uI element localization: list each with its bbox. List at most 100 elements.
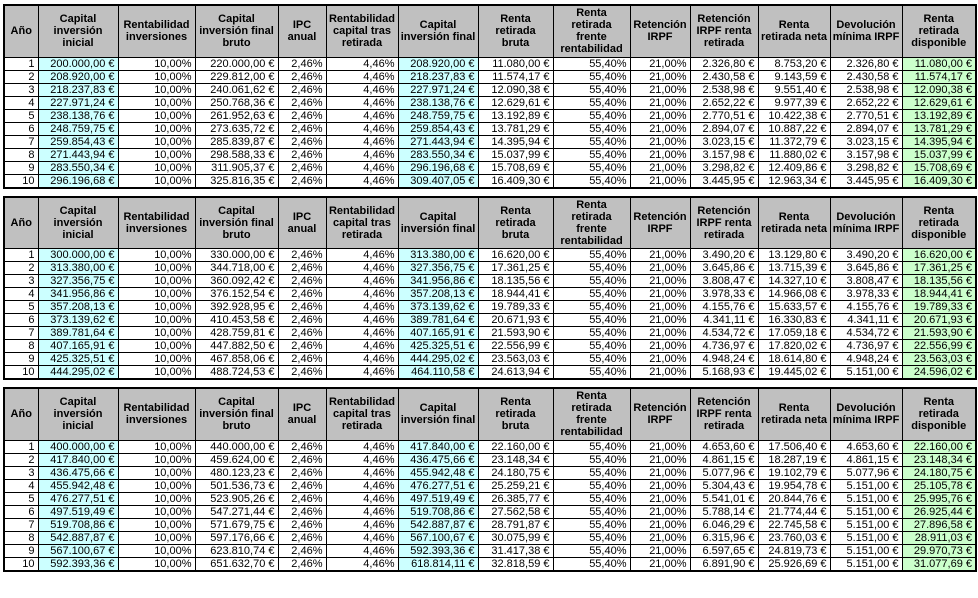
cell-rentabilidad-capital-tras-retirada[interactable]: 4,46% [325, 517, 399, 532]
cell-renta-retirada-frente-rentabilidad[interactable]: 55,40% [552, 556, 631, 571]
cell-ipc-anual[interactable]: 2,46% [277, 465, 327, 480]
cell-capital-inversion-final[interactable]: 238.138,76 € [397, 95, 479, 110]
cell-capital-inversion-final[interactable]: 373.139,62 € [397, 300, 479, 314]
cell-rentabilidad-inversiones[interactable]: 10,00% [117, 478, 196, 493]
cell-capital-inversion-final[interactable]: 218.237,83 € [397, 69, 479, 84]
cell-retencion-irpf-renta-retirada[interactable]: 5.304,43 € [689, 478, 759, 493]
cell-ano[interactable]: 2 [3, 69, 39, 84]
cell-capital-inversion-final-bruto[interactable]: 428.759,81 € [194, 326, 279, 340]
cell-rentabilidad-inversiones[interactable]: 10,00% [117, 556, 196, 571]
cell-renta-retirada-frente-rentabilidad[interactable]: 55,40% [552, 339, 631, 353]
cell-rentabilidad-capital-tras-retirada[interactable]: 4,46% [325, 543, 399, 558]
cell-retencion-irpf[interactable]: 21,00% [629, 69, 691, 84]
cell-capital-inversion-final-bruto[interactable]: 467.858,06 € [194, 352, 279, 366]
cell-devolucion-minima-irpf[interactable]: 3.490,20 € [829, 248, 903, 262]
cell-renta-retirada-bruta[interactable]: 11.574,17 € [477, 69, 554, 84]
cell-capital-inversion-inicial[interactable]: 283.550,34 € [37, 160, 119, 175]
cell-capital-inversion-final[interactable]: 618.814,11 € [397, 556, 479, 571]
cell-capital-inversion-inicial[interactable]: 300.000,00 € [37, 248, 119, 262]
cell-renta-retirada-disponible[interactable]: 21.593,90 € [901, 326, 977, 340]
cell-ipc-anual[interactable]: 2,46% [277, 452, 327, 467]
cell-ano[interactable]: 3 [3, 274, 39, 288]
cell-ano[interactable]: 7 [3, 134, 39, 149]
cell-renta-retirada-frente-rentabilidad[interactable]: 55,40% [552, 248, 631, 262]
cell-renta-retirada-frente-rentabilidad[interactable]: 55,40% [552, 352, 631, 366]
cell-ano[interactable]: 1 [3, 56, 39, 71]
cell-renta-retirada-neta[interactable]: 13.129,80 € [757, 248, 831, 262]
cell-renta-retirada-frente-rentabilidad[interactable]: 55,40% [552, 478, 631, 493]
cell-capital-inversion-inicial[interactable]: 389.781,64 € [37, 326, 119, 340]
cell-retencion-irpf-renta-retirada[interactable]: 4.653,60 € [689, 439, 759, 454]
cell-renta-retirada-bruta[interactable]: 12.629,61 € [477, 95, 554, 110]
cell-ano[interactable]: 3 [3, 82, 39, 97]
cell-renta-retirada-disponible[interactable]: 18.944,41 € [901, 287, 977, 301]
cell-rentabilidad-capital-tras-retirada[interactable]: 4,46% [325, 248, 399, 262]
cell-renta-retirada-bruta[interactable]: 27.562,58 € [477, 504, 554, 519]
cell-renta-retirada-disponible[interactable]: 20.671,93 € [901, 313, 977, 327]
cell-rentabilidad-capital-tras-retirada[interactable]: 4,46% [325, 134, 399, 149]
cell-renta-retirada-disponible[interactable]: 15.037,99 € [901, 147, 977, 162]
cell-ipc-anual[interactable]: 2,46% [277, 134, 327, 149]
cell-ipc-anual[interactable]: 2,46% [277, 326, 327, 340]
cell-capital-inversion-final-bruto[interactable]: 325.816,35 € [194, 173, 279, 188]
cell-renta-retirada-frente-rentabilidad[interactable]: 55,40% [552, 160, 631, 175]
cell-renta-retirada-frente-rentabilidad[interactable]: 55,40% [552, 300, 631, 314]
cell-retencion-irpf-renta-retirada[interactable]: 2.770,51 € [689, 108, 759, 123]
cell-retencion-irpf[interactable]: 21,00% [629, 365, 691, 380]
cell-rentabilidad-inversiones[interactable]: 10,00% [117, 504, 196, 519]
cell-renta-retirada-disponible[interactable]: 18.135,56 € [901, 274, 977, 288]
cell-renta-retirada-neta[interactable]: 17.820,02 € [757, 339, 831, 353]
cell-renta-retirada-neta[interactable]: 19.445,02 € [757, 365, 831, 380]
cell-renta-retirada-bruta[interactable]: 14.395,94 € [477, 134, 554, 149]
cell-renta-retirada-bruta[interactable]: 15.708,69 € [477, 160, 554, 175]
cell-renta-retirada-disponible[interactable]: 23.563,03 € [901, 352, 977, 366]
cell-renta-retirada-bruta[interactable]: 17.361,25 € [477, 261, 554, 275]
cell-capital-inversion-final[interactable]: 542.887,87 € [397, 517, 479, 532]
cell-capital-inversion-final[interactable]: 296.196,68 € [397, 160, 479, 175]
cell-rentabilidad-capital-tras-retirada[interactable]: 4,46% [325, 69, 399, 84]
cell-retencion-irpf[interactable]: 21,00% [629, 56, 691, 71]
cell-renta-retirada-bruta[interactable]: 16.620,00 € [477, 248, 554, 262]
cell-rentabilidad-inversiones[interactable]: 10,00% [117, 95, 196, 110]
cell-renta-retirada-bruta[interactable]: 24.613,94 € [477, 365, 554, 380]
cell-devolucion-minima-irpf[interactable]: 2.894,07 € [829, 121, 903, 136]
cell-rentabilidad-inversiones[interactable]: 10,00% [117, 439, 196, 454]
cell-retencion-irpf-renta-retirada[interactable]: 2.894,07 € [689, 121, 759, 136]
cell-retencion-irpf-renta-retirada[interactable]: 4.341,11 € [689, 313, 759, 327]
cell-capital-inversion-final-bruto[interactable]: 285.839,87 € [194, 134, 279, 149]
cell-renta-retirada-frente-rentabilidad[interactable]: 55,40% [552, 491, 631, 506]
cell-devolucion-minima-irpf[interactable]: 4.948,24 € [829, 352, 903, 366]
cell-rentabilidad-capital-tras-retirada[interactable]: 4,46% [325, 530, 399, 545]
cell-retencion-irpf[interactable]: 21,00% [629, 352, 691, 366]
cell-rentabilidad-capital-tras-retirada[interactable]: 4,46% [325, 556, 399, 571]
cell-renta-retirada-bruta[interactable]: 21.593,90 € [477, 326, 554, 340]
cell-retencion-irpf[interactable]: 21,00% [629, 160, 691, 175]
cell-renta-retirada-frente-rentabilidad[interactable]: 55,40% [552, 465, 631, 480]
cell-renta-retirada-disponible[interactable]: 11.080,00 € [901, 56, 977, 71]
cell-ano[interactable]: 1 [3, 248, 39, 262]
cell-devolucion-minima-irpf[interactable]: 3.645,86 € [829, 261, 903, 275]
cell-retencion-irpf[interactable]: 21,00% [629, 504, 691, 519]
cell-ano[interactable]: 8 [3, 339, 39, 353]
cell-ipc-anual[interactable]: 2,46% [277, 517, 327, 532]
cell-capital-inversion-final[interactable]: 425.325,51 € [397, 339, 479, 353]
cell-capital-inversion-inicial[interactable]: 271.443,94 € [37, 147, 119, 162]
cell-rentabilidad-inversiones[interactable]: 10,00% [117, 339, 196, 353]
cell-renta-retirada-frente-rentabilidad[interactable]: 55,40% [552, 69, 631, 84]
cell-rentabilidad-inversiones[interactable]: 10,00% [117, 530, 196, 545]
cell-retencion-irpf-renta-retirada[interactable]: 6.597,65 € [689, 543, 759, 558]
cell-renta-retirada-bruta[interactable]: 11.080,00 € [477, 56, 554, 71]
cell-capital-inversion-inicial[interactable]: 567.100,67 € [37, 543, 119, 558]
cell-ano[interactable]: 5 [3, 300, 39, 314]
cell-renta-retirada-neta[interactable]: 21.774,44 € [757, 504, 831, 519]
cell-rentabilidad-capital-tras-retirada[interactable]: 4,46% [325, 160, 399, 175]
cell-renta-retirada-neta[interactable]: 25.926,69 € [757, 556, 831, 571]
cell-capital-inversion-final-bruto[interactable]: 298.588,33 € [194, 147, 279, 162]
cell-renta-retirada-frente-rentabilidad[interactable]: 55,40% [552, 287, 631, 301]
cell-renta-retirada-bruta[interactable]: 25.259,21 € [477, 478, 554, 493]
cell-capital-inversion-final[interactable]: 389.781,64 € [397, 313, 479, 327]
cell-renta-retirada-neta[interactable]: 11.880,02 € [757, 147, 831, 162]
cell-capital-inversion-final[interactable]: 444.295,02 € [397, 352, 479, 366]
cell-renta-retirada-neta[interactable]: 8.753,20 € [757, 56, 831, 71]
cell-capital-inversion-inicial[interactable]: 542.887,87 € [37, 530, 119, 545]
